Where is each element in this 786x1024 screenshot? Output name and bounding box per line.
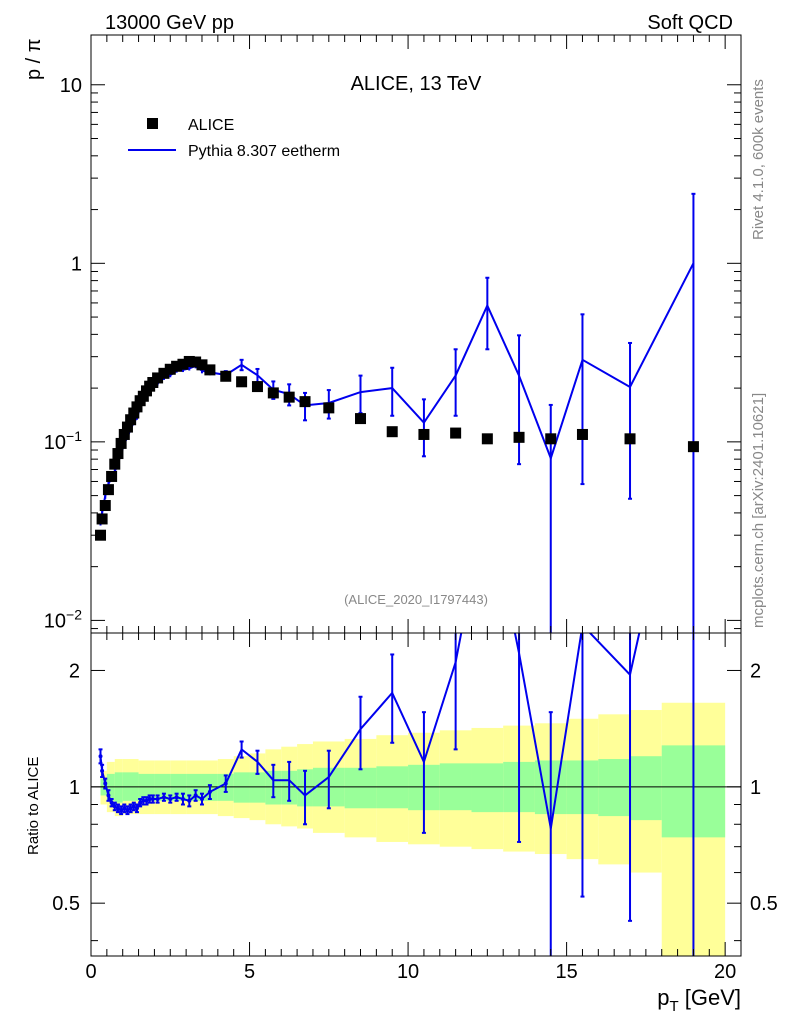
uncertainty-band-inner: [154, 773, 171, 801]
legend: ALICE Pythia 8.307 eetherm: [128, 117, 340, 160]
ratio-y-tick-label: 0.5: [52, 893, 80, 915]
alice-point: [386, 426, 398, 438]
alice-point: [323, 402, 335, 414]
ratio-axis-ticks: 0 5 10 15 20 0.5 0.5 1 1 2 2: [52, 633, 778, 983]
x-tick-label: 20: [714, 961, 736, 983]
alice-point: [158, 367, 170, 379]
mcplots-info: mcplots.cern.ch [arXiv:2401.10621]: [750, 393, 767, 628]
alice-point: [106, 470, 118, 482]
main-plot-area: [95, 192, 699, 633]
alice-point: [171, 360, 183, 372]
alice-point: [121, 421, 133, 433]
alice-point: [220, 370, 232, 382]
alice-point: [481, 433, 493, 445]
x-tick-label: 0: [85, 961, 96, 983]
alice-point: [190, 356, 202, 368]
alice-point: [576, 428, 588, 440]
alice-point: [177, 358, 189, 370]
uncertainty-band-inner: [186, 773, 202, 801]
alice-point: [125, 414, 137, 426]
alice-point: [545, 433, 557, 445]
ratio-frame: [90, 632, 742, 957]
alice-point: [112, 448, 124, 460]
ratio-y-tick-label: 1: [69, 777, 80, 799]
legend-label-pythia: Pythia 8.307 eetherm: [188, 143, 340, 160]
ratio-y-tick-label-right: 1: [750, 777, 761, 799]
main-axis-ticks: 10−2 10−1 1 10: [44, 35, 741, 633]
x-axis-label: pT [GeV]: [657, 985, 741, 1015]
uncertainty-band-inner: [138, 773, 155, 801]
alice-point: [236, 376, 248, 388]
alice-point: [687, 441, 699, 453]
legend-marker-alice: [147, 118, 158, 129]
alice-point: [283, 391, 295, 403]
x-tick-label: 5: [244, 961, 255, 983]
alice-point: [109, 458, 121, 470]
y-tick-label: 1: [71, 253, 82, 275]
alice-point: [204, 364, 216, 376]
y-tick-label: 10−2: [44, 606, 82, 632]
legend-label-alice: ALICE: [188, 117, 234, 134]
uncertainty-band-inner: [106, 773, 115, 801]
ratio-plot-area: [91, 633, 741, 956]
alice-point: [299, 396, 311, 408]
ratio-y-tick-label: 2: [69, 660, 80, 682]
ratio-y-axis-label: Ratio to ALICE: [25, 757, 42, 855]
uncertainty-band-inner: [598, 759, 631, 817]
alice-point: [196, 359, 208, 371]
alice-point: [251, 381, 263, 393]
uncertainty-band-inner: [114, 772, 123, 803]
ratio-y-tick-label-right: 2: [750, 660, 761, 682]
main-panel: 10−2 10−1 1 10 ALICE, 13 TeV p / π (ALICE_2…: [23, 34, 742, 634]
alice-point: [267, 387, 279, 399]
uncertainty-band-inner: [233, 772, 250, 803]
alice-point: [102, 484, 114, 496]
ratio-panel: 0 5 10 15 20 0.5 0.5 1 1 2 2 Ratio to ALICE pT [Ge…: [25, 632, 778, 1015]
alice-point: [131, 401, 143, 413]
plot-title: ALICE, 13 TeV: [351, 73, 482, 95]
uncertainty-band-inner: [471, 763, 504, 813]
rivet-info: Rivet 4.1.0, 600k events: [750, 79, 767, 240]
ratio-y-tick-label-right: 0.5: [750, 893, 778, 915]
alice-point: [118, 428, 130, 440]
x-tick-label: 15: [555, 961, 577, 983]
alice-point: [624, 433, 636, 445]
collision-label: 13000 GeV pp: [105, 12, 234, 34]
pythia-line: [99, 262, 695, 522]
x-tick-label: 10: [397, 961, 419, 983]
alice-point: [183, 355, 195, 367]
alice-point: [355, 413, 367, 425]
alice-point: [450, 427, 462, 439]
ratio-line: [99, 633, 641, 829]
uncertainty-band-inner: [630, 756, 662, 821]
alice-point: [164, 363, 176, 375]
alice-point: [418, 428, 430, 440]
alice-point: [115, 437, 127, 449]
y-tick-label: 10: [60, 75, 82, 97]
alice-point: [128, 407, 140, 419]
alice-point: [513, 431, 525, 443]
x-axis-label-text: pT [GeV]: [657, 985, 741, 1015]
alice-point: [96, 513, 108, 525]
analysis-id: (ALICE_2020_I1797443): [344, 592, 488, 607]
process-label: Soft QCD: [647, 12, 733, 34]
alice-point: [152, 372, 164, 384]
y-axis-label: p / π: [23, 38, 45, 80]
uncertainty-band-inner: [344, 767, 377, 809]
alice-point: [99, 500, 111, 512]
y-tick-label: 10−1: [44, 428, 82, 454]
uncertainty-band-inner: [249, 772, 266, 803]
alice-point: [95, 529, 107, 541]
